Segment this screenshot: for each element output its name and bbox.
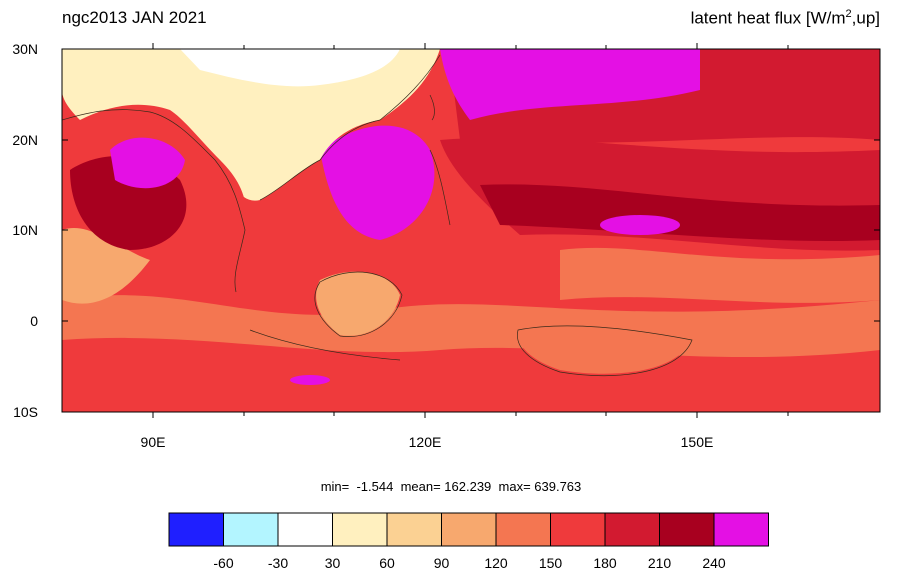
colorbar-box — [713, 512, 769, 547]
lat-label-10s: 10S — [13, 404, 38, 420]
coastlines — [62, 54, 693, 377]
lon-label-120e: 120E — [409, 434, 442, 450]
colorbar-tick-label: -60 — [213, 555, 233, 571]
colorbar-tick-label: 240 — [702, 555, 726, 571]
map-field — [62, 49, 880, 412]
colorbar-box — [277, 512, 333, 547]
colorbar-tick-label: 30 — [325, 555, 341, 571]
colorbar-box — [168, 512, 224, 547]
colorbar-box — [223, 512, 279, 547]
colorbar-box — [659, 512, 715, 547]
lon-label-150e: 150E — [681, 434, 714, 450]
lat-label-20n: 20N — [12, 132, 38, 148]
colorbar-box — [550, 512, 606, 547]
lat-label-10n: 10N — [12, 222, 38, 238]
colorbar-box — [604, 512, 660, 547]
lat-label-eq: 0 — [30, 313, 38, 329]
colorbar-tick-label: 120 — [484, 555, 508, 571]
colorbar-tick-label: 180 — [593, 555, 617, 571]
map-title: ngc2013 JAN 2021 — [62, 8, 207, 27]
colorbar-box — [441, 512, 497, 547]
colorbar-box — [332, 512, 388, 547]
variable-title: latent heat flux [W/m2,up] — [690, 8, 880, 28]
colorbar-box — [386, 512, 442, 547]
colorbar-tick-label: 150 — [539, 555, 563, 571]
colorbar-tick-label: 60 — [379, 555, 395, 571]
tick-marks — [62, 43, 880, 418]
colorbar-box — [495, 512, 551, 547]
stats-line: min= -1.544 mean= 162.239 max= 639.763 — [320, 479, 582, 494]
colorbar-tick-label: -30 — [268, 555, 288, 571]
colorbar-tick-label: 90 — [434, 555, 450, 571]
lat-label-30n: 30N — [12, 41, 38, 57]
colorbar: -60 -30 30 60 90 120 150 180 210 240 — [168, 512, 769, 571]
lon-label-90e: 90E — [141, 434, 166, 450]
colorbar-tick-label: 210 — [648, 555, 672, 571]
